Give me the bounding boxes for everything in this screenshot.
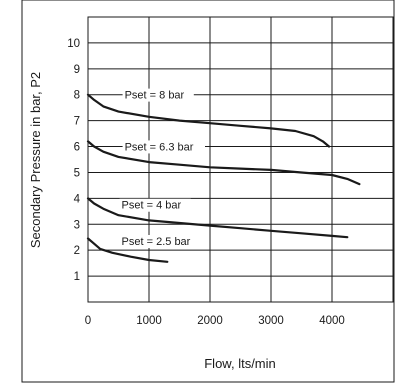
x-tick-label: 3000 <box>258 315 284 327</box>
chart-frame <box>21 0 395 383</box>
y-tick-label: 5 <box>74 167 80 179</box>
series-line-2 <box>86 197 349 239</box>
series-line-0 <box>86 93 331 148</box>
y-tick-label: 2 <box>74 245 80 257</box>
y-tick-label: 8 <box>74 90 80 102</box>
y-axis-ticks: 1 2 3 4 5 6 7 8 9 10 <box>67 38 80 283</box>
series-line-1 <box>86 140 361 186</box>
y-axis-title: Secondary Pressure in bar, P2 <box>28 72 43 248</box>
x-tick-label: 0 <box>85 315 91 327</box>
y-tick-label: 4 <box>74 193 81 205</box>
series-label-2: Pset = 4 bar <box>122 200 182 212</box>
y-tick-label: 7 <box>74 116 80 128</box>
y-tick-label: 3 <box>74 219 80 231</box>
series-label-bg <box>122 140 205 154</box>
series-label-3: Pset = 2.5 bar <box>122 236 191 248</box>
y-tick-label: 10 <box>67 38 80 50</box>
x-tick-label: 2000 <box>197 315 223 327</box>
series-label-bg <box>119 198 191 212</box>
series-label-1: Pset = 6.3 bar <box>125 141 194 153</box>
series-line-3 <box>86 237 169 263</box>
y-tick-label: 9 <box>74 64 80 76</box>
series-label-0: Pset = 8 bar <box>125 90 185 102</box>
y-tick-label: 1 <box>74 271 80 283</box>
x-tick-label: 4000 <box>319 315 345 327</box>
y-tick-label: 6 <box>74 142 80 154</box>
x-axis-title: Flow, lts/min <box>204 356 276 371</box>
x-tick-label: 1000 <box>136 315 162 327</box>
x-axis-ticks: 0 1000 2000 3000 4000 <box>85 315 345 327</box>
chart-grid <box>88 17 393 302</box>
chart-series: Pset = 8 bar Pset = 6.3 bar Pset = 4 bar Ps… <box>86 88 361 263</box>
series-label-bg <box>122 88 194 102</box>
series-label-bg <box>119 235 202 248</box>
plot-area <box>87 16 394 303</box>
